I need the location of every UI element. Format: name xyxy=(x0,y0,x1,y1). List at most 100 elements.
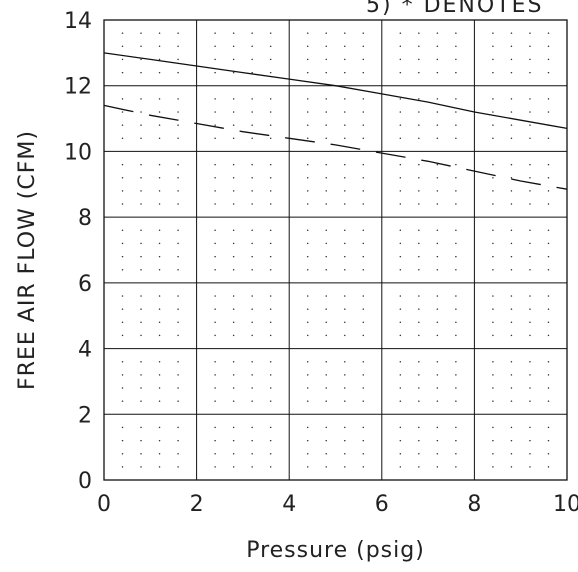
minor-grid-dot xyxy=(269,124,272,126)
minor-grid-dot xyxy=(306,229,309,232)
minor-grid-dot xyxy=(140,229,142,232)
minor-grid-dot xyxy=(492,229,494,232)
minor-grid-dot xyxy=(140,452,142,455)
minor-grid-dot xyxy=(492,124,494,126)
minor-grid-dot xyxy=(362,45,365,48)
minor-grid-dot xyxy=(529,439,531,442)
minor-grid-dot xyxy=(140,111,142,113)
minor-grid-dot xyxy=(158,58,161,61)
minor-grid-dot xyxy=(269,334,272,337)
minor-grid-dot xyxy=(344,190,346,192)
minor-grid-dot xyxy=(547,452,550,455)
minor-grid-dot xyxy=(344,176,346,179)
minor-grid-dot xyxy=(510,45,513,48)
minor-grid-dot xyxy=(121,137,124,140)
minor-grid-dot xyxy=(158,45,161,48)
minor-grid-dot xyxy=(306,452,309,455)
minor-grid-dot xyxy=(158,163,161,166)
minor-grid-dot xyxy=(269,439,272,442)
minor-grid-dot xyxy=(455,466,457,468)
minor-grid-dot xyxy=(344,32,346,34)
minor-grid-dot xyxy=(418,400,420,402)
minor-grid-dot xyxy=(492,203,494,205)
minor-grid-dot xyxy=(362,124,365,126)
minor-grid-dot xyxy=(232,400,235,402)
minor-grid-dot xyxy=(121,268,124,271)
minor-grid-dot xyxy=(306,190,309,192)
minor-grid-dot xyxy=(269,98,272,100)
minor-grid-dot xyxy=(529,242,531,245)
minor-grid-dot xyxy=(232,137,235,140)
minor-grid-dot xyxy=(232,466,235,468)
y-tick-label: 4 xyxy=(78,338,92,363)
minor-grid-dot xyxy=(306,137,309,140)
minor-grid-dot xyxy=(121,176,124,179)
minor-grid-dot xyxy=(510,229,513,232)
minor-grid-dot xyxy=(418,255,420,258)
minor-grid-dot xyxy=(492,426,494,429)
minor-grid-dot xyxy=(418,176,420,179)
minor-grid-dot xyxy=(418,190,420,192)
minor-grid-dot xyxy=(418,45,420,48)
minor-grid-dot xyxy=(158,124,161,126)
minor-grid-dot xyxy=(232,295,235,297)
minor-grid-dot xyxy=(529,111,531,113)
minor-grid-dot xyxy=(306,439,309,442)
minor-grid-dot xyxy=(177,374,179,376)
minor-grid-dot xyxy=(306,32,309,34)
minor-grid-dot xyxy=(529,137,531,140)
major-grid xyxy=(103,19,568,481)
minor-grid-dot xyxy=(547,334,550,337)
minor-grid-dot xyxy=(344,229,346,232)
minor-grid-dot xyxy=(529,124,531,126)
minor-grid-dot xyxy=(140,268,142,271)
minor-grid-dot xyxy=(492,334,494,337)
x-tick-label: 0 xyxy=(97,492,111,517)
minor-grid-dot xyxy=(325,58,327,61)
minor-grid-dot xyxy=(510,374,513,376)
minor-grid-dot xyxy=(455,229,457,232)
minor-grid-dot xyxy=(547,439,550,442)
minor-grid-dot xyxy=(306,426,309,429)
minor-grid-dot xyxy=(344,124,346,126)
minor-grid-dot xyxy=(158,321,161,324)
minor-grid-dot xyxy=(362,426,365,429)
minor-grid-dot xyxy=(325,98,327,100)
minor-grid-dot xyxy=(492,387,494,389)
minor-grid-dot xyxy=(436,176,439,179)
minor-grid-dot xyxy=(418,295,420,297)
minor-grid-dot xyxy=(177,295,179,297)
minor-grid-dot xyxy=(418,32,420,34)
minor-grid-dot xyxy=(121,387,124,389)
minor-grid-dot xyxy=(547,466,550,468)
minor-grid-dot xyxy=(436,58,439,61)
minor-grid-dot xyxy=(232,334,235,337)
minor-grid-dot xyxy=(121,45,124,48)
minor-grid-dot xyxy=(214,71,216,74)
minor-grid-dot xyxy=(325,229,327,232)
minor-grid-dot xyxy=(325,242,327,245)
minor-grid-dot xyxy=(306,255,309,258)
minor-grid-dot xyxy=(158,242,161,245)
y-tick-labels: 0 2 4 6 8 10 12 14 xyxy=(64,9,92,494)
minor-grid-dot xyxy=(121,466,124,468)
y-tick-label: 12 xyxy=(64,75,92,100)
minor-grid-dot xyxy=(547,387,550,389)
minor-grid-dot xyxy=(177,400,179,402)
x-tick-label: 6 xyxy=(375,492,389,517)
minor-grid-dot xyxy=(362,163,365,166)
minor-grid-dot xyxy=(399,295,402,297)
minor-grid-dot xyxy=(344,308,346,310)
minor-grid-dot xyxy=(306,58,309,61)
minor-grid-dot xyxy=(306,111,309,113)
minor-grid-dot xyxy=(140,400,142,402)
minor-grid-dot xyxy=(214,295,216,297)
minor-grid-dot xyxy=(232,163,235,166)
minor-grid-dot xyxy=(362,268,365,271)
minor-grid-dot xyxy=(455,452,457,455)
minor-grid-dot xyxy=(325,466,327,468)
minor-grid-dot xyxy=(325,71,327,74)
minor-grid-dot xyxy=(362,295,365,297)
minor-grid-dot xyxy=(232,242,235,245)
minor-grid-dot xyxy=(269,137,272,140)
